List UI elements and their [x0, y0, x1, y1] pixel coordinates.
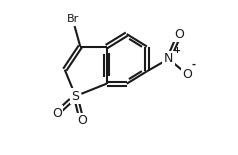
Text: O: O	[52, 107, 62, 120]
Text: O: O	[182, 68, 192, 81]
Text: Br: Br	[66, 14, 79, 24]
Text: -: -	[192, 60, 196, 70]
Text: O: O	[174, 28, 184, 41]
Text: S: S	[72, 90, 79, 103]
Text: +: +	[173, 46, 180, 55]
Text: N: N	[164, 52, 173, 65]
Text: O: O	[77, 114, 87, 127]
